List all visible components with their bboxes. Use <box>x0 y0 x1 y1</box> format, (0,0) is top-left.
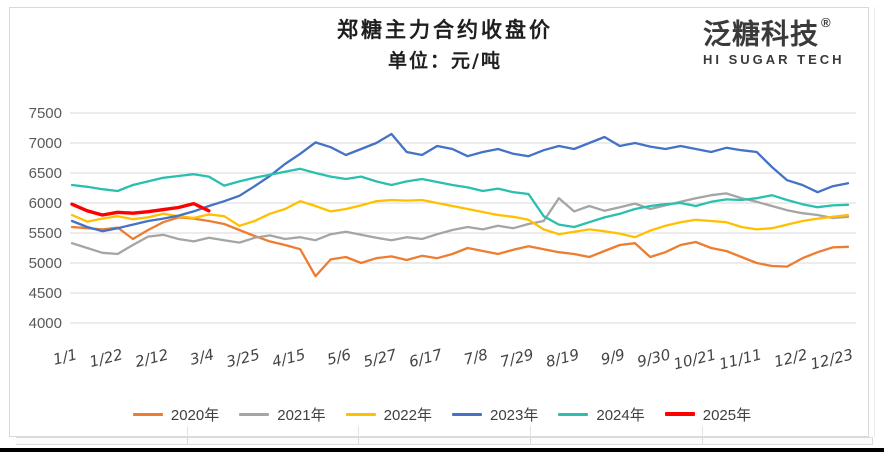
legend-label: 2025年 <box>702 406 752 424</box>
legend-swatch-icon <box>558 412 589 416</box>
window-bottom-edge <box>0 448 884 452</box>
legend-item-2022年: 2022年 <box>345 404 432 425</box>
brand-name-cn: 泛糖科技 <box>703 18 820 50</box>
chart-title: 郑糖主力合约收盘价 <box>337 17 553 42</box>
legend-item-2021年: 2021年 <box>239 404 326 425</box>
legend-label: 2021年 <box>277 406 326 424</box>
legend-item-2023年: 2023年 <box>452 404 538 425</box>
legend-swatch-icon <box>132 412 163 416</box>
x-tick-label: 12/23 <box>809 345 855 373</box>
x-tick-label: 12/2 <box>772 345 809 371</box>
legend: 2020年 2021年 2022年 2023年 2024年 2025年 <box>0 403 884 425</box>
x-tick-label: 10/21 <box>672 345 718 373</box>
y-tick-label: 7500 <box>29 105 62 122</box>
x-tick-label: 3/4 <box>188 345 216 368</box>
series-line-2020年 <box>70 216 850 278</box>
legend-label: 2020年 <box>170 406 220 424</box>
chart-frame <box>9 7 869 437</box>
legend-swatch-icon <box>345 412 376 416</box>
x-tick-label: 4/15 <box>270 345 307 371</box>
x-tick-label: 3/25 <box>225 345 262 371</box>
legend-swatch-icon <box>239 412 270 416</box>
chart-unit-subtitle: 单位：元/吨 <box>388 50 502 72</box>
x-tick-label: 5/6 <box>325 345 353 368</box>
x-tick-label: 9/9 <box>599 345 627 368</box>
x-tick-label: 5/27 <box>361 345 398 371</box>
legend-item-2020年: 2020年 <box>132 404 220 425</box>
worksheet-column-tick <box>702 426 703 437</box>
worksheet-row-band <box>16 437 873 445</box>
worksheet-cell-divider <box>358 438 359 444</box>
legend-item-2024年: 2024年 <box>558 404 645 425</box>
series-line-2021年 <box>70 192 850 256</box>
worksheet-cell-divider <box>530 438 531 444</box>
brand-logo-en: HI SUGAR TECH <box>703 52 845 68</box>
x-tick-label: 11/11 <box>717 345 763 373</box>
x-tick-label: 9/30 <box>635 345 672 371</box>
legend-swatch-icon <box>452 412 482 416</box>
x-tick-label: 7/8 <box>462 345 490 368</box>
legend-item-2025年: 2025年 <box>664 404 752 425</box>
worksheet-column-tick <box>187 426 188 437</box>
x-tick-label: 8/19 <box>544 345 581 371</box>
x-tick-label: 2/12 <box>133 345 170 371</box>
y-tick-label: 7000 <box>29 135 62 152</box>
series-line-2024年 <box>70 167 850 229</box>
y-tick-label: 4500 <box>29 285 62 302</box>
series-line-2022年 <box>70 198 850 239</box>
worksheet-column-tick <box>530 426 531 437</box>
worksheet-cell-divider <box>702 438 703 444</box>
worksheet-column-tick <box>358 426 359 437</box>
y-tick-label: 5500 <box>29 225 62 242</box>
legend-swatch-icon <box>664 412 695 416</box>
series-line-2025年 <box>70 201 211 217</box>
x-tick-label: 6/17 <box>407 345 444 371</box>
registered-trademark-icon: ® <box>821 15 832 30</box>
brand-logo: 泛糖科技 ® HI SUGAR TECH <box>703 12 868 67</box>
legend-label: 2023年 <box>490 406 539 424</box>
worksheet-cell-divider <box>187 438 188 444</box>
y-tick-label: 4000 <box>29 315 62 332</box>
chart-header: 郑糖主力合约收盘价 单位：元/吨 <box>150 17 740 73</box>
worksheet-cell-divider <box>872 438 873 444</box>
legend-label: 2022年 <box>383 406 432 424</box>
brand-logo-cn: 泛糖科技 ® <box>703 12 868 51</box>
worksheet-column-line <box>874 7 875 437</box>
y-tick-label: 5000 <box>29 255 62 272</box>
x-tick-label: 7/29 <box>498 345 535 371</box>
y-tick-label: 6000 <box>29 195 62 212</box>
legend-label: 2024年 <box>596 406 645 424</box>
x-tick-label: 1/22 <box>88 345 125 371</box>
x-tick-label: 1/1 <box>51 345 79 368</box>
y-tick-label: 6500 <box>29 165 62 182</box>
